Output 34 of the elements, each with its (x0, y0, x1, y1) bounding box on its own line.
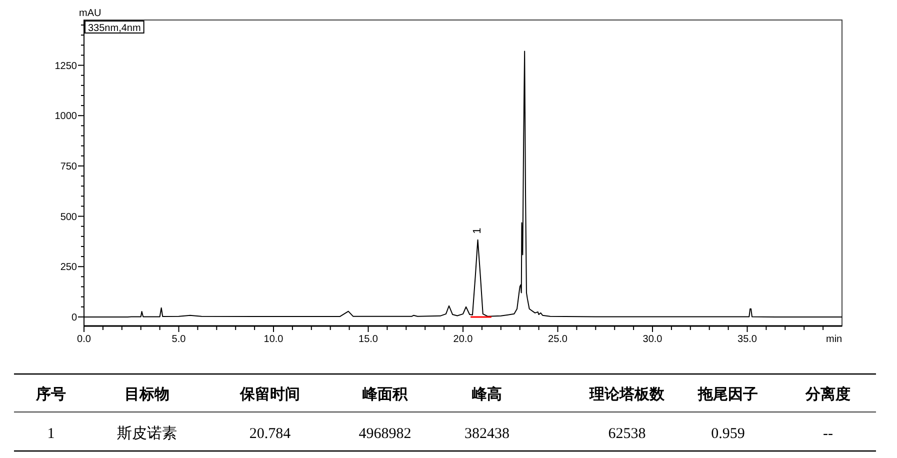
text: 1 (47, 426, 55, 442)
x-axis-title: min (826, 334, 842, 345)
y-tick-label: 1000 (54, 111, 78, 122)
x-tick-label: 25.0 (548, 334, 568, 345)
category-label: 峰高 (472, 385, 502, 403)
x-tick-label: 0.0 (77, 334, 92, 345)
category-label: 分离度 (804, 385, 850, 403)
x-tick-label: 10.0 (264, 334, 284, 345)
x-tick-label: 5.0 (172, 334, 186, 345)
text: 382438 (464, 426, 510, 442)
y-tick-label: 0 (71, 312, 78, 324)
y-tick-label: 250 (60, 262, 78, 274)
text: 0.959 (711, 426, 745, 442)
text: 62538 (608, 426, 646, 442)
category-label: 保留时间 (239, 385, 300, 403)
y-tick-label: 1250 (54, 60, 78, 72)
category-label: 峰面积 (362, 385, 408, 403)
text: 20.784 (249, 426, 292, 442)
text: 4968982 (358, 426, 412, 442)
category-label: 拖尾因子 (697, 385, 758, 403)
x-tick-label: 35.0 (738, 334, 758, 345)
x-tick-label: 30.0 (642, 334, 663, 345)
annotation: 1 (472, 228, 484, 234)
x-tick-label: 15.0 (358, 334, 378, 345)
text: -- (823, 426, 833, 442)
x-tick-label: 20.0 (453, 334, 474, 345)
y-axis-title: mAU (79, 8, 102, 19)
legend-label: 335nm,4nm (88, 23, 141, 34)
category-label: 序号 (35, 385, 66, 403)
category-label: 理论塔板数 (588, 385, 666, 403)
y-tick-label: 750 (60, 161, 78, 172)
category-label: 目标物 (124, 385, 170, 403)
text: 斯皮诺素 (117, 425, 177, 442)
y-tick-label: 500 (60, 212, 78, 223)
